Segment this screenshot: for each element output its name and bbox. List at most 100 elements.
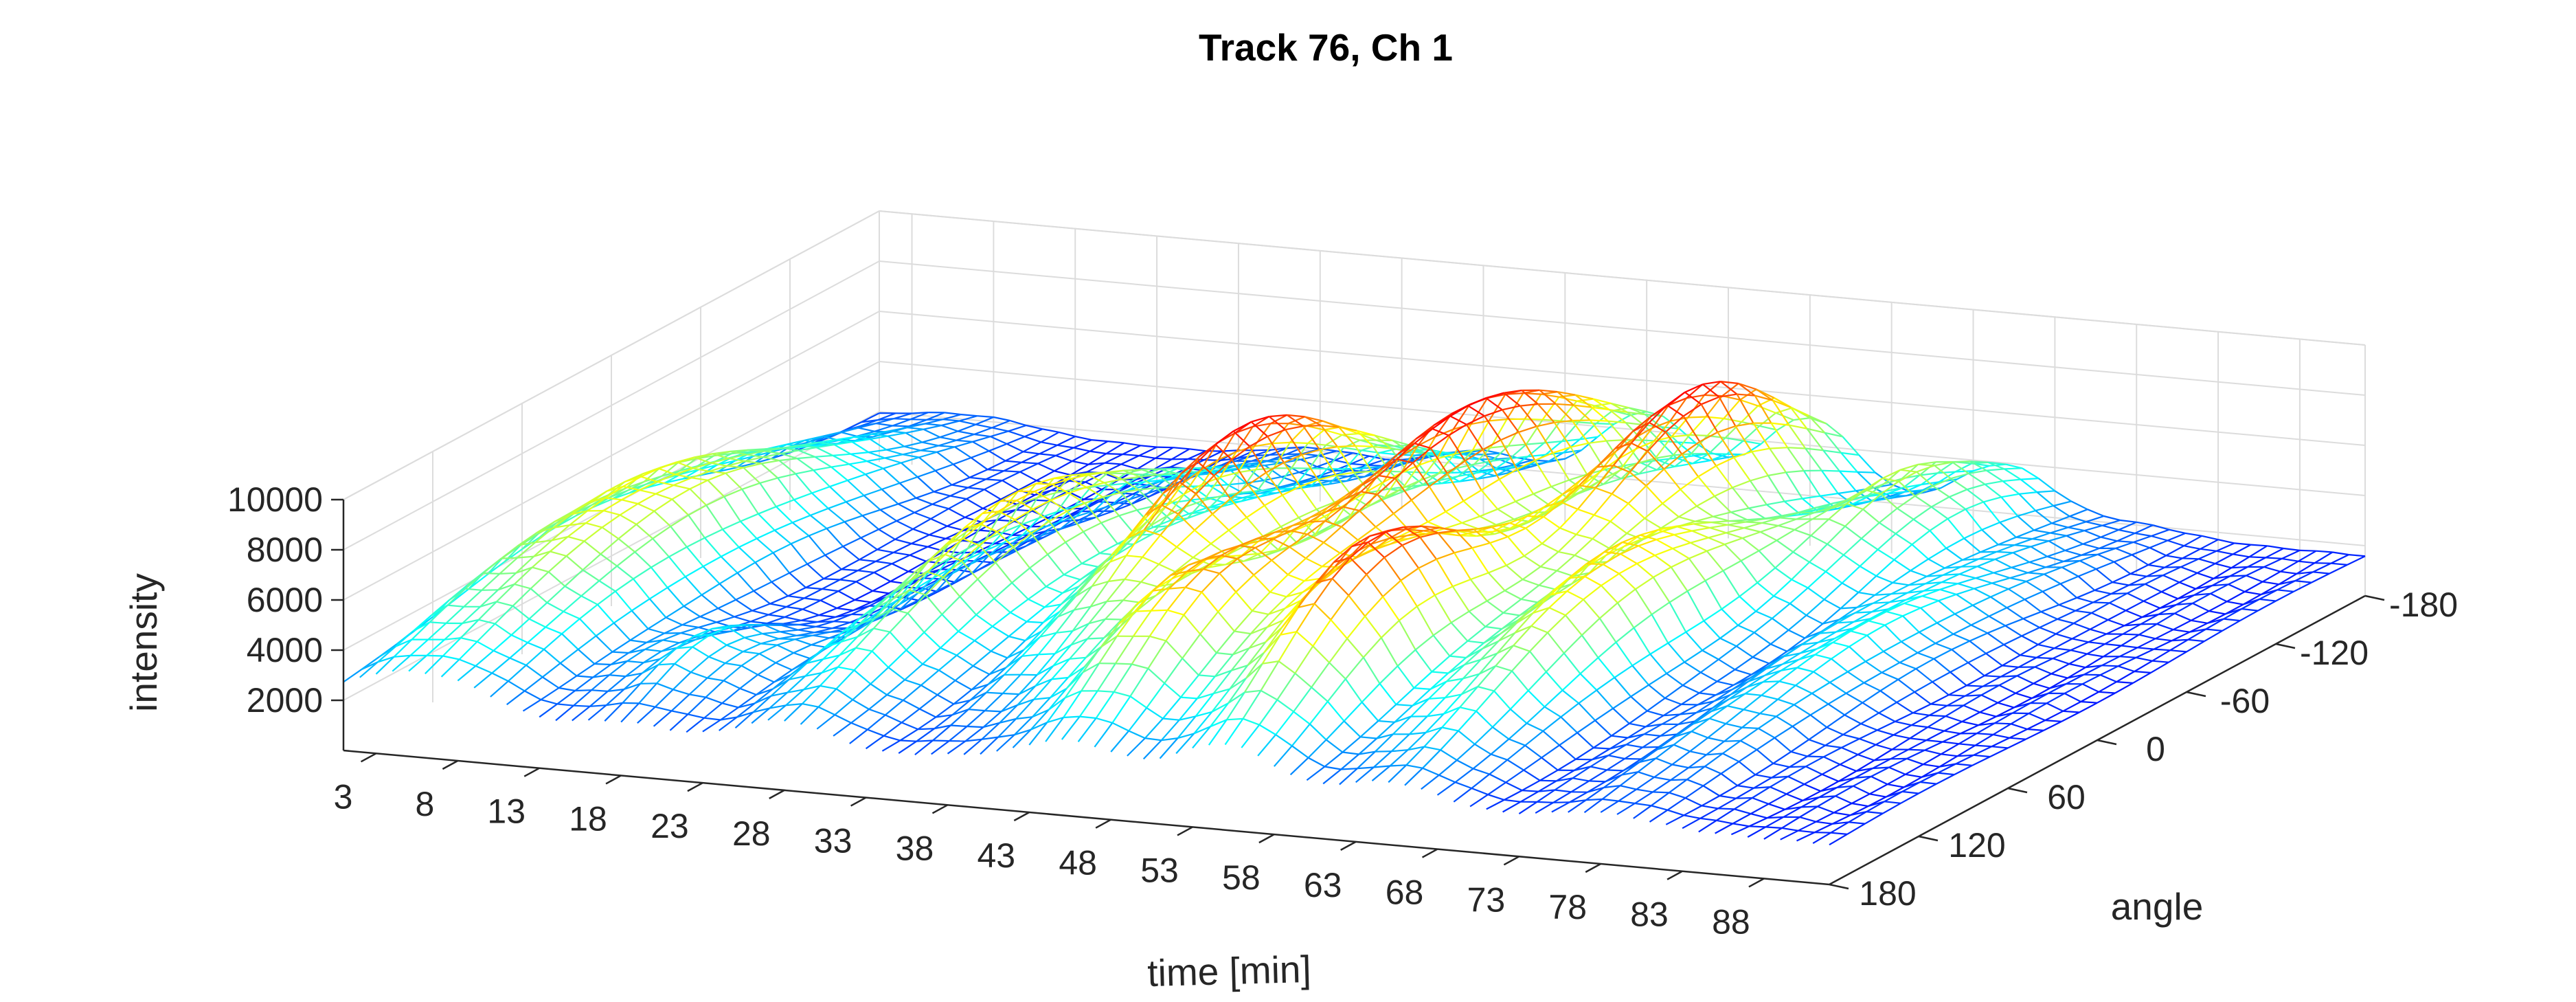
mesh-segment bbox=[1961, 566, 1978, 568]
mesh-segment bbox=[1543, 515, 1561, 529]
mesh-segment bbox=[1267, 619, 1284, 628]
mesh-segment bbox=[1087, 474, 1105, 484]
mesh-segment bbox=[947, 516, 966, 527]
mesh-segment bbox=[971, 457, 988, 471]
mesh-segment bbox=[1552, 791, 1572, 803]
mesh-segment bbox=[1324, 506, 1344, 522]
mesh-segment bbox=[949, 548, 969, 559]
mesh-segment bbox=[1624, 746, 1643, 759]
mesh-segment bbox=[1404, 767, 1423, 786]
mesh-segment bbox=[1024, 428, 1043, 438]
mesh-segment bbox=[839, 647, 857, 656]
mesh-segment bbox=[1498, 632, 1515, 642]
mesh-segment bbox=[771, 452, 791, 459]
mesh-segment bbox=[1807, 414, 1826, 434]
mesh-segment bbox=[1707, 737, 1725, 742]
mesh-segment bbox=[2057, 618, 2075, 625]
mesh-segment bbox=[1019, 463, 1039, 473]
mesh-segment bbox=[745, 624, 763, 635]
mesh-segment bbox=[809, 527, 827, 537]
mesh-segment bbox=[2111, 592, 2127, 595]
mesh-segment bbox=[947, 525, 964, 531]
mesh-segment bbox=[1195, 493, 1213, 515]
mesh-segment bbox=[1904, 489, 1923, 493]
mesh-segment bbox=[1555, 789, 1572, 793]
mesh-segment bbox=[845, 501, 863, 517]
mesh-segment bbox=[1067, 492, 1085, 504]
mesh-segment bbox=[1139, 594, 1156, 603]
mesh-segment bbox=[395, 638, 412, 647]
mesh-segment bbox=[1372, 750, 1392, 768]
mesh-segment bbox=[1867, 483, 1885, 496]
mesh-segment bbox=[394, 654, 411, 658]
mesh-segment bbox=[1175, 733, 1195, 755]
mesh-segment bbox=[1036, 470, 1055, 482]
mesh-segment bbox=[675, 467, 694, 476]
mesh-segment bbox=[1241, 540, 1259, 556]
mesh-segment bbox=[955, 680, 972, 691]
mesh-segment bbox=[2053, 505, 2070, 517]
mesh-segment bbox=[1250, 626, 1267, 635]
mesh-segment bbox=[1278, 483, 1297, 490]
mesh-segment bbox=[500, 544, 520, 559]
mesh-segment bbox=[1686, 766, 1706, 781]
mesh-segment bbox=[1669, 590, 1688, 603]
mesh-segment bbox=[752, 603, 771, 612]
mesh-segment bbox=[837, 581, 857, 592]
mesh-segment bbox=[1827, 543, 1844, 556]
mesh-segment bbox=[1028, 586, 1047, 600]
mesh-segment bbox=[1651, 614, 1669, 644]
mesh-segment bbox=[497, 572, 517, 591]
mesh-segment bbox=[998, 511, 1016, 521]
mesh-segment bbox=[1329, 638, 1348, 663]
mesh-segment bbox=[1310, 468, 1329, 487]
mesh-segment bbox=[1902, 615, 1920, 633]
mesh-segment bbox=[1067, 666, 1085, 678]
mesh-segment bbox=[972, 436, 991, 443]
mesh-segment bbox=[490, 680, 509, 698]
mesh-segment bbox=[1298, 471, 1316, 478]
mesh-segment bbox=[1443, 706, 1460, 715]
mesh-segment bbox=[1458, 730, 1476, 745]
mesh-segment bbox=[1229, 677, 1247, 690]
mesh-segment bbox=[949, 487, 969, 497]
mesh-segment bbox=[1120, 492, 1138, 511]
mesh-segment bbox=[1922, 481, 1940, 491]
mesh-segment bbox=[841, 616, 861, 633]
mesh-segment bbox=[730, 449, 749, 452]
mesh-segment bbox=[572, 705, 591, 722]
mesh-segment bbox=[1050, 688, 1067, 699]
mesh-segment bbox=[2026, 581, 2044, 592]
mesh-segment bbox=[1496, 632, 1516, 654]
mesh-segment bbox=[878, 520, 897, 531]
mesh-segment bbox=[1748, 504, 1767, 509]
mesh-segment bbox=[1473, 768, 1490, 775]
mesh-segment bbox=[1084, 496, 1103, 504]
mesh-segment bbox=[2024, 599, 2042, 613]
mesh-segment bbox=[1083, 531, 1100, 554]
mesh-segment bbox=[1727, 524, 1745, 529]
mesh-segment bbox=[2046, 555, 2064, 562]
mesh-segment bbox=[655, 485, 675, 495]
mesh-segment bbox=[1302, 425, 1320, 450]
mesh-segment bbox=[2048, 535, 2067, 542]
mesh-segment bbox=[997, 734, 1015, 738]
mesh-segment bbox=[1649, 404, 1668, 423]
mesh-segment bbox=[473, 672, 493, 689]
mesh-segment bbox=[1293, 687, 1312, 713]
mesh-segment bbox=[1056, 630, 1073, 634]
mesh-segment bbox=[1019, 685, 1036, 695]
mesh-segment bbox=[1111, 498, 1131, 506]
mesh-segment bbox=[1427, 511, 1447, 523]
mesh-segment bbox=[1284, 453, 1303, 459]
mesh-segment bbox=[788, 663, 808, 680]
mesh-segment bbox=[1129, 485, 1147, 500]
mesh-segment bbox=[1945, 537, 1965, 549]
mesh-segment bbox=[1934, 465, 1952, 480]
mesh-segment bbox=[610, 652, 629, 665]
mesh-segment bbox=[782, 444, 800, 449]
mesh-segment bbox=[1149, 635, 1166, 642]
mesh-segment bbox=[1398, 620, 1416, 651]
mesh-segment bbox=[1364, 615, 1382, 638]
mesh-segment bbox=[395, 630, 414, 647]
